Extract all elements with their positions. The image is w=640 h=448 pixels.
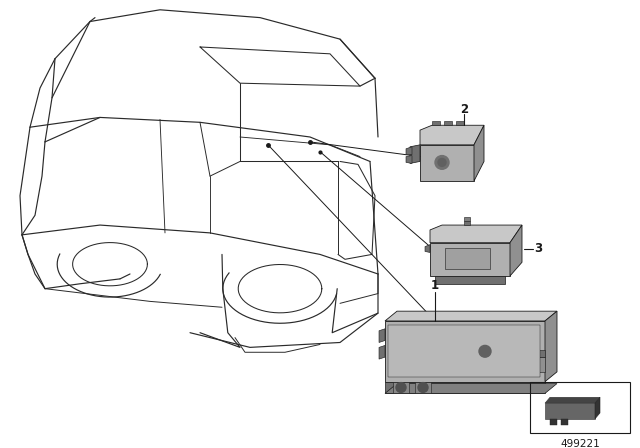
- Text: 499221: 499221: [560, 439, 600, 448]
- Polygon shape: [432, 121, 440, 125]
- Polygon shape: [561, 419, 568, 425]
- Circle shape: [396, 383, 406, 392]
- Polygon shape: [410, 145, 420, 164]
- Polygon shape: [464, 217, 470, 221]
- Polygon shape: [545, 403, 595, 419]
- Polygon shape: [444, 121, 452, 125]
- Polygon shape: [445, 248, 490, 269]
- Polygon shape: [379, 329, 385, 342]
- Circle shape: [418, 383, 428, 392]
- Polygon shape: [456, 121, 464, 125]
- Polygon shape: [406, 155, 412, 164]
- Text: 2: 2: [460, 103, 468, 116]
- Bar: [530, 382, 630, 432]
- Polygon shape: [385, 382, 545, 393]
- Polygon shape: [545, 311, 557, 382]
- Polygon shape: [525, 350, 545, 357]
- Polygon shape: [520, 357, 545, 372]
- Circle shape: [479, 345, 491, 357]
- Text: 3: 3: [534, 242, 542, 255]
- Polygon shape: [393, 382, 409, 393]
- Polygon shape: [430, 225, 522, 243]
- Polygon shape: [550, 419, 557, 425]
- Polygon shape: [464, 221, 470, 225]
- Polygon shape: [425, 245, 430, 253]
- Polygon shape: [415, 382, 431, 393]
- Polygon shape: [435, 276, 505, 284]
- Circle shape: [475, 341, 495, 361]
- Polygon shape: [420, 145, 474, 181]
- Polygon shape: [379, 345, 385, 359]
- Polygon shape: [474, 125, 484, 181]
- Circle shape: [435, 155, 449, 169]
- Polygon shape: [420, 125, 484, 145]
- Polygon shape: [385, 321, 545, 382]
- Circle shape: [438, 159, 446, 166]
- Polygon shape: [595, 397, 600, 419]
- Polygon shape: [430, 243, 510, 276]
- Polygon shape: [385, 383, 557, 393]
- Text: 1: 1: [431, 279, 439, 292]
- Polygon shape: [406, 147, 412, 155]
- Polygon shape: [545, 397, 600, 403]
- Polygon shape: [385, 311, 557, 321]
- Polygon shape: [388, 325, 540, 377]
- Polygon shape: [510, 225, 522, 276]
